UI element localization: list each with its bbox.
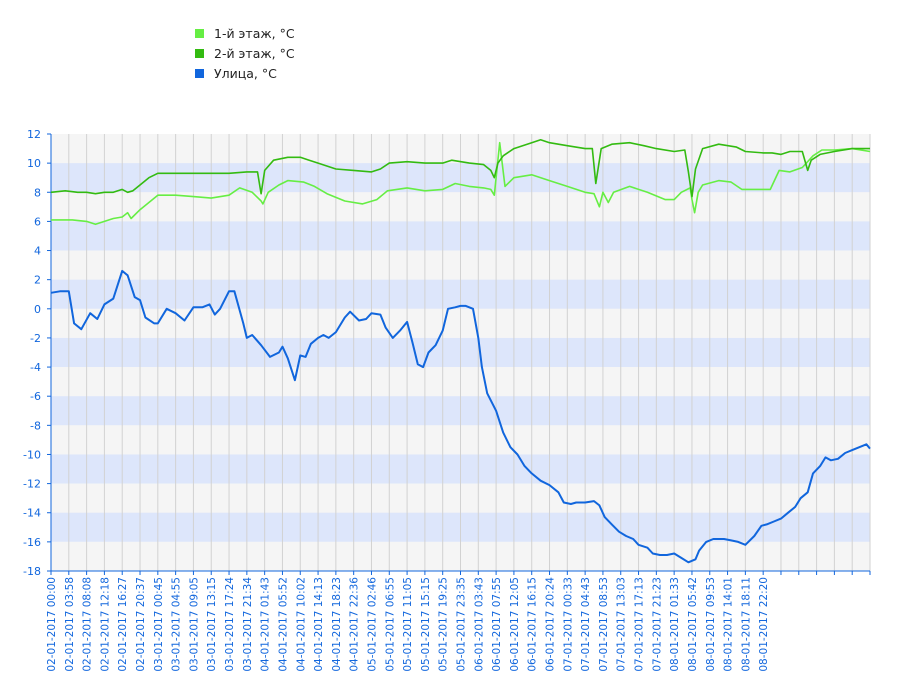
x-tick-label: 08-01-2017 01:33 — [669, 577, 681, 672]
x-tick-label: 04-01-2017 10:02 — [295, 577, 307, 672]
x-tick-label: 06-01-2017 12:05 — [509, 577, 521, 672]
legend-label-floor2: 2-й этаж, °C — [214, 45, 295, 61]
x-tick-label: 03-01-2017 17:24 — [224, 577, 236, 672]
x-tick-label: 04-01-2017 01:43 — [260, 577, 272, 672]
x-tick-label: 08-01-2017 09:53 — [705, 577, 717, 672]
legend: 1-й этаж, °C 2-й этаж, °C Улица, °C — [195, 23, 295, 83]
x-tick-label: 05-01-2017 11:05 — [402, 577, 414, 672]
legend-swatch-floor1 — [195, 28, 204, 38]
x-tick-label: 07-01-2017 04:43 — [580, 577, 592, 672]
x-tick-label: 03-01-2017 21:34 — [242, 577, 254, 672]
legend-item-floor2: 2-й этаж, °C — [195, 43, 295, 63]
y-tick-label: -16 — [23, 536, 41, 549]
legend-swatch-street — [195, 68, 204, 78]
x-tick-label: 07-01-2017 13:03 — [616, 577, 628, 672]
legend-label-floor1: 1-й этаж, °C — [214, 25, 295, 41]
y-tick-label: -18 — [23, 565, 41, 578]
x-tick-label: 02-01-2017 16:27 — [117, 577, 129, 672]
x-tick-label: 03-01-2017 04:55 — [171, 577, 183, 672]
x-tick-label: 05-01-2017 02:46 — [366, 577, 378, 672]
y-tick-label: -6 — [30, 390, 41, 403]
x-tick-label: 04-01-2017 05:52 — [277, 577, 289, 672]
y-tick-label: -4 — [30, 361, 41, 374]
legend-label-street: Улица, °C — [214, 65, 277, 81]
x-tick-label: 07-01-2017 21:23 — [651, 577, 663, 672]
y-tick-label: -14 — [23, 507, 41, 520]
y-tick-label: -8 — [30, 419, 41, 432]
x-tick-label: 02-01-2017 12:18 — [99, 577, 111, 672]
y-tick-label: -2 — [30, 332, 41, 345]
x-tick-label: 02-01-2017 20:37 — [135, 577, 147, 672]
x-tick-label: 05-01-2017 15:15 — [420, 577, 432, 672]
x-tick-label: 03-01-2017 09:05 — [188, 577, 200, 672]
y-tick-label: -12 — [23, 478, 41, 491]
legend-item-street: Улица, °C — [195, 63, 295, 83]
x-tick-label: 04-01-2017 22:36 — [349, 577, 361, 672]
series-line-floor2 — [50, 139, 870, 198]
x-tick-label: 05-01-2017 06:55 — [384, 577, 396, 672]
legend-swatch-floor2 — [195, 48, 204, 58]
x-tick-label: 07-01-2017 00:33 — [562, 577, 574, 672]
y-tick-label: 12 — [27, 128, 41, 141]
x-tick-label: 02-01-2017 00:00 — [46, 577, 58, 672]
x-tick-label: 06-01-2017 16:15 — [527, 577, 539, 672]
y-tick-label: 8 — [34, 186, 41, 199]
y-tick-label: 0 — [34, 303, 41, 316]
x-tick-label: 08-01-2017 05:42 — [687, 577, 699, 672]
y-tick-label: -10 — [23, 448, 41, 461]
x-tick-label: 06-01-2017 20:24 — [545, 577, 557, 672]
y-tick-label: 2 — [34, 274, 41, 287]
x-tick-label: 06-01-2017 03:43 — [473, 577, 485, 672]
x-tick-label: 02-01-2017 08:08 — [82, 577, 94, 672]
y-tick-label: 4 — [34, 245, 41, 258]
x-tick-label: 03-01-2017 13:15 — [206, 577, 218, 672]
x-tick-label: 03-01-2017 00:45 — [153, 577, 165, 672]
x-tick-label: 02-01-2017 03:58 — [64, 577, 76, 672]
series-line-floor1 — [51, 141, 871, 226]
x-tick-label: 04-01-2017 18:23 — [331, 577, 343, 672]
x-tick-label: 04-01-2017 14:13 — [313, 577, 325, 672]
x-tick-label: 06-01-2017 07:55 — [491, 577, 503, 672]
x-tick-label: 08-01-2017 14:01 — [723, 577, 735, 672]
legend-item-floor1: 1-й этаж, °C — [195, 23, 295, 43]
x-tick-label: 08-01-2017 22:20 — [758, 577, 770, 672]
x-tick-label: 08-01-2017 18:11 — [740, 577, 752, 672]
x-tick-label: 05-01-2017 23:35 — [456, 577, 468, 672]
x-tick-label: 07-01-2017 17:13 — [634, 577, 646, 672]
y-tick-label: 6 — [34, 215, 41, 228]
x-tick-label: 07-01-2017 08:53 — [598, 577, 610, 672]
series-line-street — [50, 269, 871, 564]
y-tick-label: 10 — [27, 157, 41, 170]
x-tick-label: 05-01-2017 19:25 — [438, 577, 450, 672]
